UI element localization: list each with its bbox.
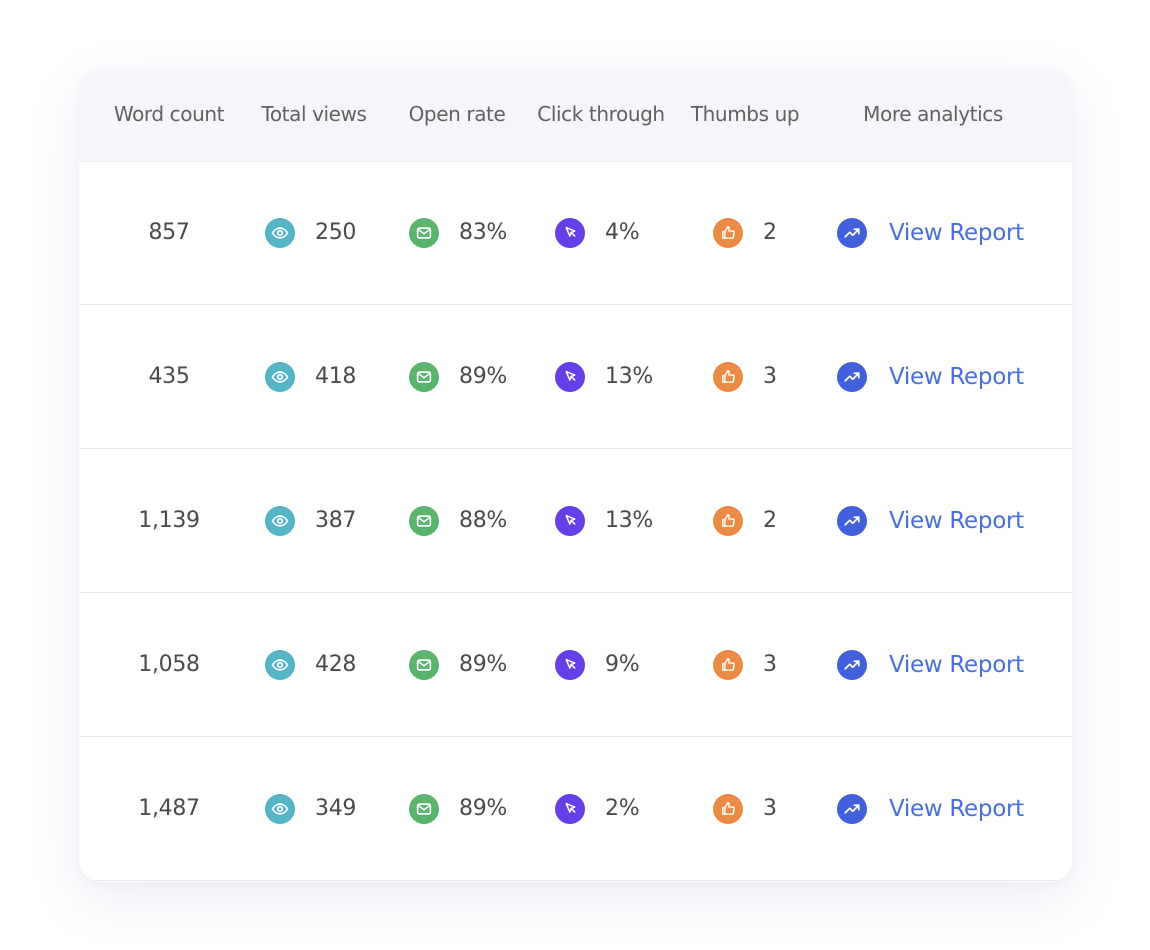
click-through-value: 2% (605, 796, 640, 821)
table-row: 1,058 428 89% 9% 3 (79, 593, 1072, 737)
trend-up-icon (837, 505, 867, 536)
view-report-link[interactable]: View Report (889, 795, 1024, 822)
more-analytics-cell: View Report (837, 161, 1053, 304)
click-through-cell: 9% (555, 593, 677, 736)
click-through-value: 13% (605, 508, 653, 533)
cursor-icon (555, 793, 585, 824)
open-rate-cell: 89% (409, 305, 525, 448)
more-analytics-cell: View Report (837, 305, 1053, 448)
eye-icon (265, 217, 295, 248)
eye-icon (265, 361, 295, 392)
thumbs-up-icon (713, 505, 743, 536)
thumbs-up-cell: 2 (713, 161, 813, 304)
word-count-value: 1,139 (138, 508, 200, 533)
click-through-value: 9% (605, 652, 640, 677)
view-report-link[interactable]: View Report (889, 507, 1024, 534)
trend-up-icon (837, 649, 867, 680)
total-views-value: 387 (315, 508, 357, 533)
mail-icon (409, 793, 439, 824)
mail-icon (409, 649, 439, 680)
click-through-value: 4% (605, 220, 640, 245)
cursor-icon (555, 505, 585, 536)
mail-icon (409, 217, 439, 248)
thumbs-up-value: 3 (763, 364, 777, 389)
table-header: Word count Total views Open rate Click t… (79, 69, 1072, 162)
word-count-value: 435 (148, 364, 190, 389)
word-count-cell: 435 (89, 305, 249, 448)
word-count-value: 857 (148, 220, 190, 245)
open-rate-value: 88% (459, 508, 507, 533)
table-row: 435 418 89% 13% 3 (79, 305, 1072, 449)
cursor-icon (555, 649, 585, 680)
total-views-value: 428 (315, 652, 357, 677)
thumbs-up-value: 3 (763, 796, 777, 821)
table-row: 1,487 349 89% 2% 3 (79, 737, 1072, 881)
trend-up-icon (837, 361, 867, 392)
total-views-cell: 387 (265, 449, 389, 592)
open-rate-cell: 83% (409, 161, 525, 304)
word-count-value: 1,058 (138, 652, 200, 677)
header-click-through: Click through (537, 102, 665, 126)
mail-icon (409, 361, 439, 392)
word-count-cell: 1,139 (89, 449, 249, 592)
word-count-cell: 1,487 (89, 737, 249, 880)
thumbs-up-value: 3 (763, 652, 777, 677)
word-count-value: 1,487 (138, 796, 200, 821)
thumbs-up-cell: 3 (713, 305, 813, 448)
trend-up-icon (837, 217, 867, 248)
click-through-cell: 2% (555, 737, 677, 880)
more-analytics-cell: View Report (837, 593, 1053, 736)
analytics-table: Word count Total views Open rate Click t… (79, 69, 1072, 882)
mail-icon (409, 505, 439, 536)
header-word-count: Word count (113, 102, 225, 126)
open-rate-value: 83% (459, 220, 507, 245)
more-analytics-cell: View Report (837, 449, 1053, 592)
thumbs-up-value: 2 (763, 220, 777, 245)
open-rate-cell: 89% (409, 737, 525, 880)
thumbs-up-icon (713, 793, 743, 824)
word-count-cell: 857 (89, 161, 249, 304)
header-thumbs-up: Thumbs up (690, 102, 800, 126)
header-more-analytics: More analytics (863, 102, 1003, 126)
thumbs-up-icon (713, 649, 743, 680)
click-through-cell: 4% (555, 161, 677, 304)
trend-up-icon (837, 793, 867, 824)
thumbs-up-cell: 3 (713, 593, 813, 736)
view-report-link[interactable]: View Report (889, 363, 1024, 390)
total-views-value: 418 (315, 364, 357, 389)
eye-icon (265, 505, 295, 536)
header-open-rate: Open rate (408, 102, 506, 126)
click-through-cell: 13% (555, 449, 677, 592)
thumbs-up-cell: 3 (713, 737, 813, 880)
view-report-link[interactable]: View Report (889, 219, 1024, 246)
click-through-value: 13% (605, 364, 653, 389)
thumbs-up-value: 2 (763, 508, 777, 533)
word-count-cell: 1,058 (89, 593, 249, 736)
thumbs-up-icon (713, 217, 743, 248)
total-views-cell: 250 (265, 161, 389, 304)
open-rate-cell: 88% (409, 449, 525, 592)
open-rate-value: 89% (459, 796, 507, 821)
total-views-cell: 428 (265, 593, 389, 736)
table-row: 857 250 83% 4% 2 (79, 161, 1072, 305)
total-views-cell: 418 (265, 305, 389, 448)
more-analytics-cell: View Report (837, 737, 1053, 880)
thumbs-up-cell: 2 (713, 449, 813, 592)
open-rate-cell: 89% (409, 593, 525, 736)
eye-icon (265, 793, 295, 824)
thumbs-up-icon (713, 361, 743, 392)
total-views-cell: 349 (265, 737, 389, 880)
view-report-link[interactable]: View Report (889, 651, 1024, 678)
cursor-icon (555, 217, 585, 248)
cursor-icon (555, 361, 585, 392)
header-total-views: Total views (261, 102, 367, 126)
eye-icon (265, 649, 295, 680)
table-row: 1,139 387 88% 13% 2 (79, 449, 1072, 593)
open-rate-value: 89% (459, 364, 507, 389)
total-views-value: 250 (315, 220, 357, 245)
total-views-value: 349 (315, 796, 357, 821)
click-through-cell: 13% (555, 305, 677, 448)
open-rate-value: 89% (459, 652, 507, 677)
